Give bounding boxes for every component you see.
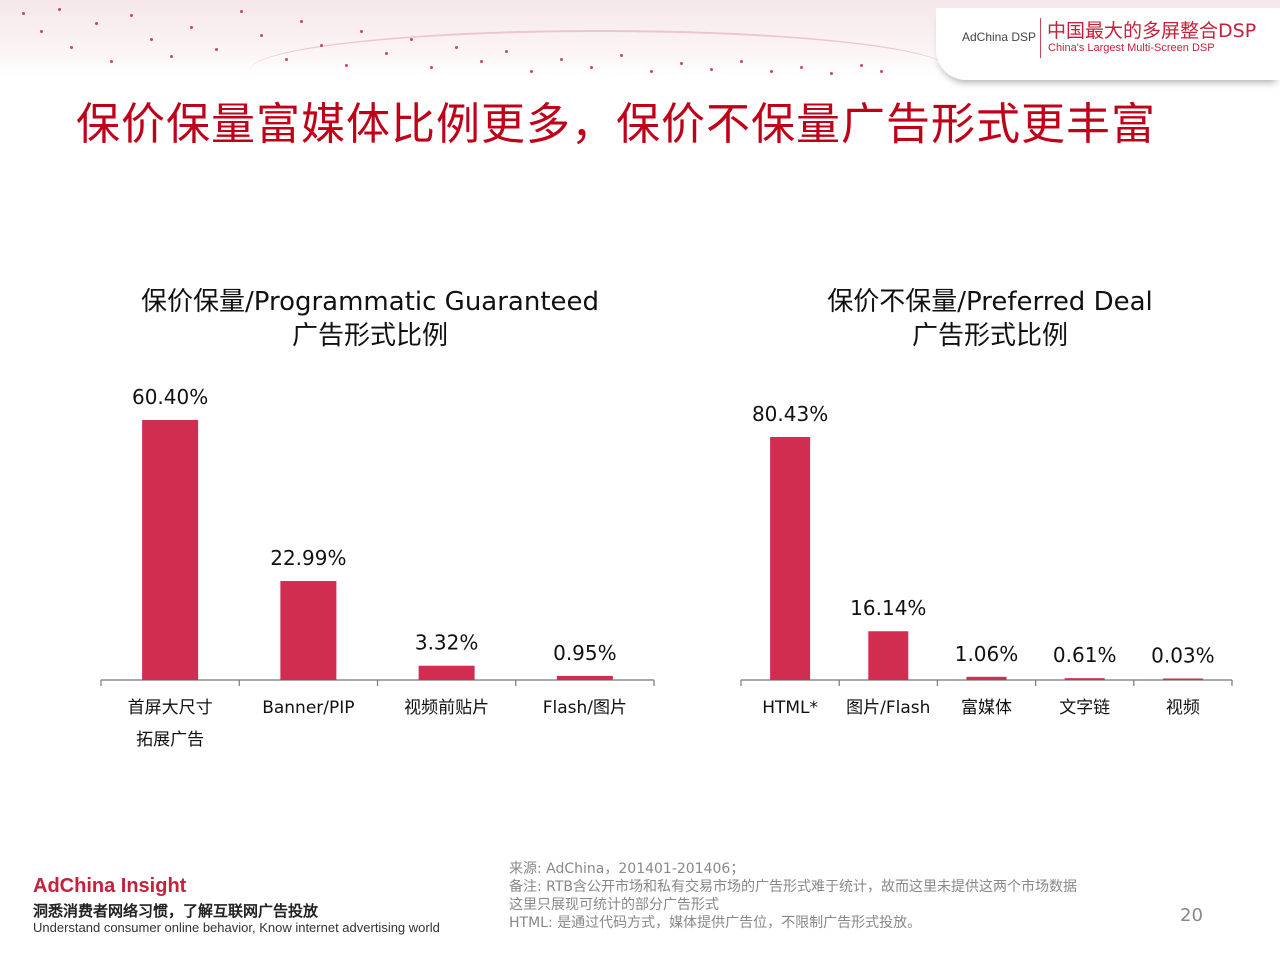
decor-dot <box>710 68 713 71</box>
decorative-wave <box>250 30 950 78</box>
decor-dot <box>110 60 113 63</box>
chart-title-preferred: 保价不保量/Preferred Deal 广告形式比例 <box>740 285 1240 353</box>
decor-dot <box>385 52 388 55</box>
decor-dot <box>880 70 883 73</box>
data-label: 1.06% <box>955 642 1019 666</box>
decor-dot <box>260 34 263 37</box>
category-label: Banner/PIP <box>262 698 354 718</box>
decor-dot <box>770 70 773 73</box>
chart-title-line: 保价保量/Programmatic Guaranteed <box>140 287 600 317</box>
category-label: 文字链 <box>1059 698 1110 718</box>
brand-small: AdChina DSP <box>962 30 1037 44</box>
decor-dot <box>320 44 323 47</box>
data-label: 16.14% <box>850 596 926 620</box>
decor-dot <box>300 20 303 23</box>
bar <box>966 676 1007 680</box>
brand-divider <box>1040 18 1041 58</box>
decor-dot <box>650 70 653 73</box>
bar <box>1064 678 1105 680</box>
decor-dot <box>620 54 623 57</box>
decor-dot <box>560 58 563 61</box>
decor-dot <box>58 8 61 11</box>
decor-dot <box>190 26 193 29</box>
decor-dot <box>95 22 98 25</box>
note-line: 来源: AdChina，201401-201406； <box>509 861 745 877</box>
chart-title-line: 广告形式比例 <box>911 321 1068 351</box>
decor-dot <box>70 46 73 49</box>
decor-dot <box>40 30 43 33</box>
decor-dot <box>505 50 508 53</box>
bar <box>556 675 613 680</box>
data-label: 0.61% <box>1053 643 1117 667</box>
decor-dot <box>455 46 458 49</box>
decor-dot <box>740 60 743 63</box>
decor-dot <box>480 60 483 63</box>
brand-tagline-cn: 中国最大的多屏整合DSP <box>1047 20 1257 42</box>
decor-dot <box>590 66 593 69</box>
bar <box>418 665 475 680</box>
bar <box>142 420 199 680</box>
category-label: 图片/Flash <box>846 698 930 718</box>
note-line: 备注: RTB含公开市场和私有交易市场的广告形式难于统计，故而这里未提供这两个市… <box>509 879 1078 895</box>
decor-dot <box>800 66 803 69</box>
category-label: 富媒体 <box>961 698 1012 718</box>
decor-dot <box>150 38 153 41</box>
category-label: 视频 <box>1166 698 1200 718</box>
data-label: 60.40% <box>132 385 208 409</box>
data-label: 80.43% <box>752 402 828 426</box>
decor-dot <box>215 48 218 51</box>
chart-title-line: 广告形式比例 <box>291 321 448 351</box>
footer-brand: AdChina Insight <box>33 875 187 897</box>
decor-dot <box>170 55 173 58</box>
decor-dot <box>240 10 243 13</box>
footer-slogan-en: Understand consumer online behavior, Kno… <box>33 920 440 935</box>
brand-tagline-en: China's Largest Multi-Screen DSP <box>1048 42 1215 54</box>
bar <box>1162 678 1203 680</box>
decor-dot <box>830 72 833 75</box>
decor-dot <box>345 64 348 67</box>
data-label: 0.03% <box>1151 644 1215 668</box>
decor-dot <box>860 64 863 67</box>
note-line: HTML: 是通过代码方式，媒体提供广告位，不限制广告形式投放。 <box>509 915 922 931</box>
decor-dot <box>430 66 433 69</box>
chart-title-guaranteed: 保价保量/Programmatic Guaranteed 广告形式比例 <box>100 285 640 353</box>
data-label: 22.99% <box>270 546 346 570</box>
category-label: 首屏大尺寸 <box>128 698 213 718</box>
category-label: Flash/图片 <box>543 698 627 718</box>
data-label: 3.32% <box>415 631 479 655</box>
category-label: 视频前贴片 <box>404 698 489 718</box>
decor-dot <box>360 30 363 33</box>
note-line: 这里只展现可统计的部分广告形式 <box>509 897 719 913</box>
chart-title-line: 保价不保量/Preferred Deal <box>827 287 1153 317</box>
source-notes: 来源: AdChina，201401-201406； 备注: RTB含公开市场和… <box>509 860 1189 932</box>
page-number: 20 <box>1180 905 1203 926</box>
decor-dot <box>530 70 533 73</box>
page-title: 保价保量富媒体比例更多，保价不保量广告形式更丰富 <box>76 99 1156 150</box>
category-label: 拓展广告 <box>136 730 204 750</box>
decor-dot <box>410 38 413 41</box>
decor-dot <box>22 12 25 15</box>
decor-dot <box>285 58 288 61</box>
bar <box>770 437 811 680</box>
data-label: 0.95% <box>553 641 617 665</box>
bar <box>280 581 337 680</box>
footer-slogan-cn: 洞悉消费者网络习惯，了解互联网广告投放 <box>33 902 319 920</box>
decor-dot <box>130 14 133 17</box>
brand-box <box>936 8 1280 80</box>
decor-dot <box>680 62 683 65</box>
bar <box>868 631 909 680</box>
category-label: HTML* <box>762 698 818 718</box>
